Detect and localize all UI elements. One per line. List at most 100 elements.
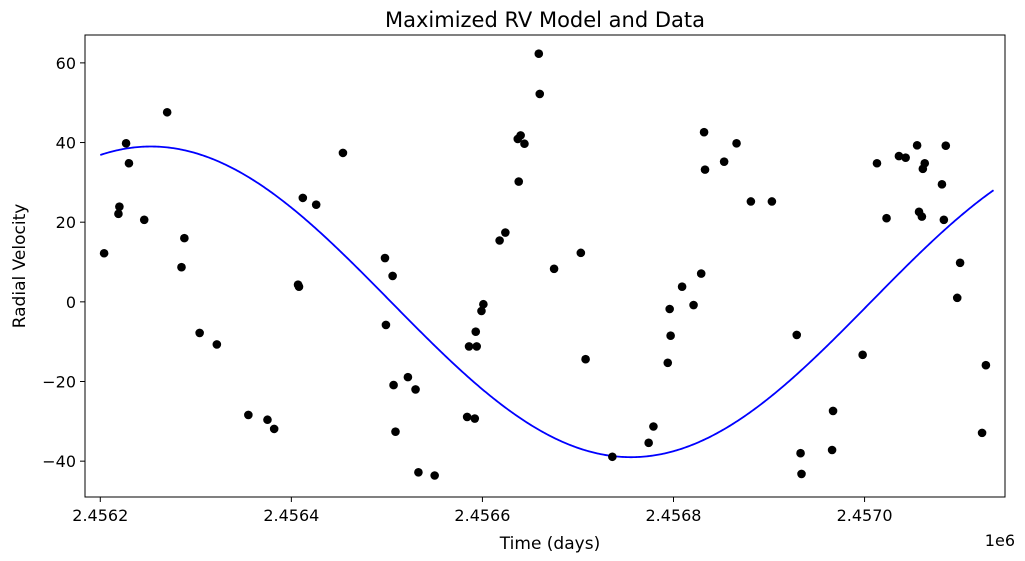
data-point — [882, 213, 891, 223]
model-curve — [100, 145, 995, 459]
data-point — [608, 452, 617, 462]
data-point — [495, 236, 504, 245]
data-point — [581, 354, 590, 364]
y-tick-label: −20 — [42, 373, 76, 392]
data-point — [472, 342, 481, 351]
data-point — [535, 89, 545, 99]
data-point — [338, 148, 348, 158]
data-point — [937, 180, 947, 189]
data-point — [269, 424, 279, 434]
data-point — [689, 300, 698, 310]
data-point — [99, 248, 109, 258]
data-point — [732, 139, 741, 148]
data-point — [520, 139, 529, 149]
data-point — [767, 197, 777, 206]
data-point — [162, 107, 172, 117]
data-point — [792, 330, 802, 340]
x-axis: 2.4562 2.4564 2.4566 2.4568 2.4570 — [72, 497, 893, 525]
x-tick-label: 2.4564 — [263, 506, 319, 525]
data-point — [244, 410, 253, 420]
x-axis-label: Time (days) — [499, 534, 600, 554]
data-point — [212, 340, 222, 349]
data-point — [699, 127, 709, 137]
data-point — [471, 327, 481, 337]
data-point — [665, 304, 674, 314]
x-tick-label: 2.4568 — [646, 506, 702, 525]
data-point — [941, 141, 951, 151]
data-point — [388, 271, 397, 281]
data-point — [917, 212, 927, 221]
data-point — [477, 306, 486, 316]
data-point — [391, 427, 400, 436]
x-tick-label: 2.4566 — [454, 506, 510, 525]
data-point — [746, 197, 756, 206]
data-point — [828, 406, 838, 416]
data-point — [311, 200, 321, 209]
data-point — [470, 414, 480, 423]
data-point — [549, 264, 559, 274]
data-point — [920, 158, 930, 168]
data-point — [901, 153, 910, 162]
y-tick-label: 0 — [66, 293, 76, 312]
data-point — [981, 360, 991, 370]
data-point — [696, 269, 706, 278]
data-point — [872, 158, 882, 168]
chart-title: Maximized RV Model and Data — [385, 8, 705, 32]
data-point — [644, 438, 653, 448]
y-tick-label: 20 — [56, 213, 76, 232]
data-point — [952, 293, 962, 303]
data-point — [514, 177, 524, 186]
data-point — [576, 248, 586, 258]
data-point — [479, 299, 488, 309]
data-point — [797, 469, 806, 479]
data-point — [501, 228, 510, 237]
data-point — [139, 215, 149, 225]
data-point — [430, 471, 439, 480]
data-point — [298, 193, 308, 203]
data-point — [411, 385, 420, 394]
x-axis-offset-label: 1e6 — [985, 531, 1015, 550]
data-point — [177, 262, 186, 272]
data-point — [955, 258, 965, 268]
data-point — [294, 282, 304, 292]
plot-frame — [84, 34, 1006, 498]
plot-area — [99, 49, 995, 480]
y-tick-label: −40 — [42, 452, 76, 471]
y-axis-label: Radial Velocity — [10, 204, 30, 329]
x-tick-label: 2.4562 — [72, 506, 128, 525]
data-point — [796, 448, 805, 458]
data-point — [827, 445, 837, 455]
data-point — [115, 202, 124, 211]
y-axis: −40 −20 0 20 40 60 — [42, 54, 85, 471]
y-tick-label: 60 — [56, 54, 76, 73]
data-point — [912, 141, 922, 150]
data-point — [700, 165, 710, 174]
data-point — [464, 342, 474, 351]
data-point — [263, 415, 272, 425]
data-point — [939, 215, 949, 225]
data-point — [121, 139, 131, 148]
x-tick-label: 2.4570 — [837, 506, 893, 525]
data-point — [858, 350, 867, 360]
data-point — [180, 233, 189, 243]
data-point — [534, 49, 544, 59]
data-point — [977, 428, 987, 438]
data-point — [663, 358, 673, 368]
data-point — [114, 209, 123, 219]
data-point — [462, 412, 472, 422]
data-point — [403, 372, 413, 382]
data-point — [719, 157, 729, 166]
data-point — [124, 158, 134, 168]
data-point — [389, 380, 398, 390]
data-point — [677, 282, 687, 292]
data-point — [381, 320, 391, 330]
y-tick-label: 40 — [56, 134, 76, 153]
data-point — [516, 131, 525, 140]
data-point — [414, 468, 423, 477]
data-point — [666, 331, 675, 341]
data-point — [649, 422, 658, 431]
data-point — [380, 253, 390, 263]
data-point — [195, 328, 204, 338]
data-point — [894, 151, 904, 161]
